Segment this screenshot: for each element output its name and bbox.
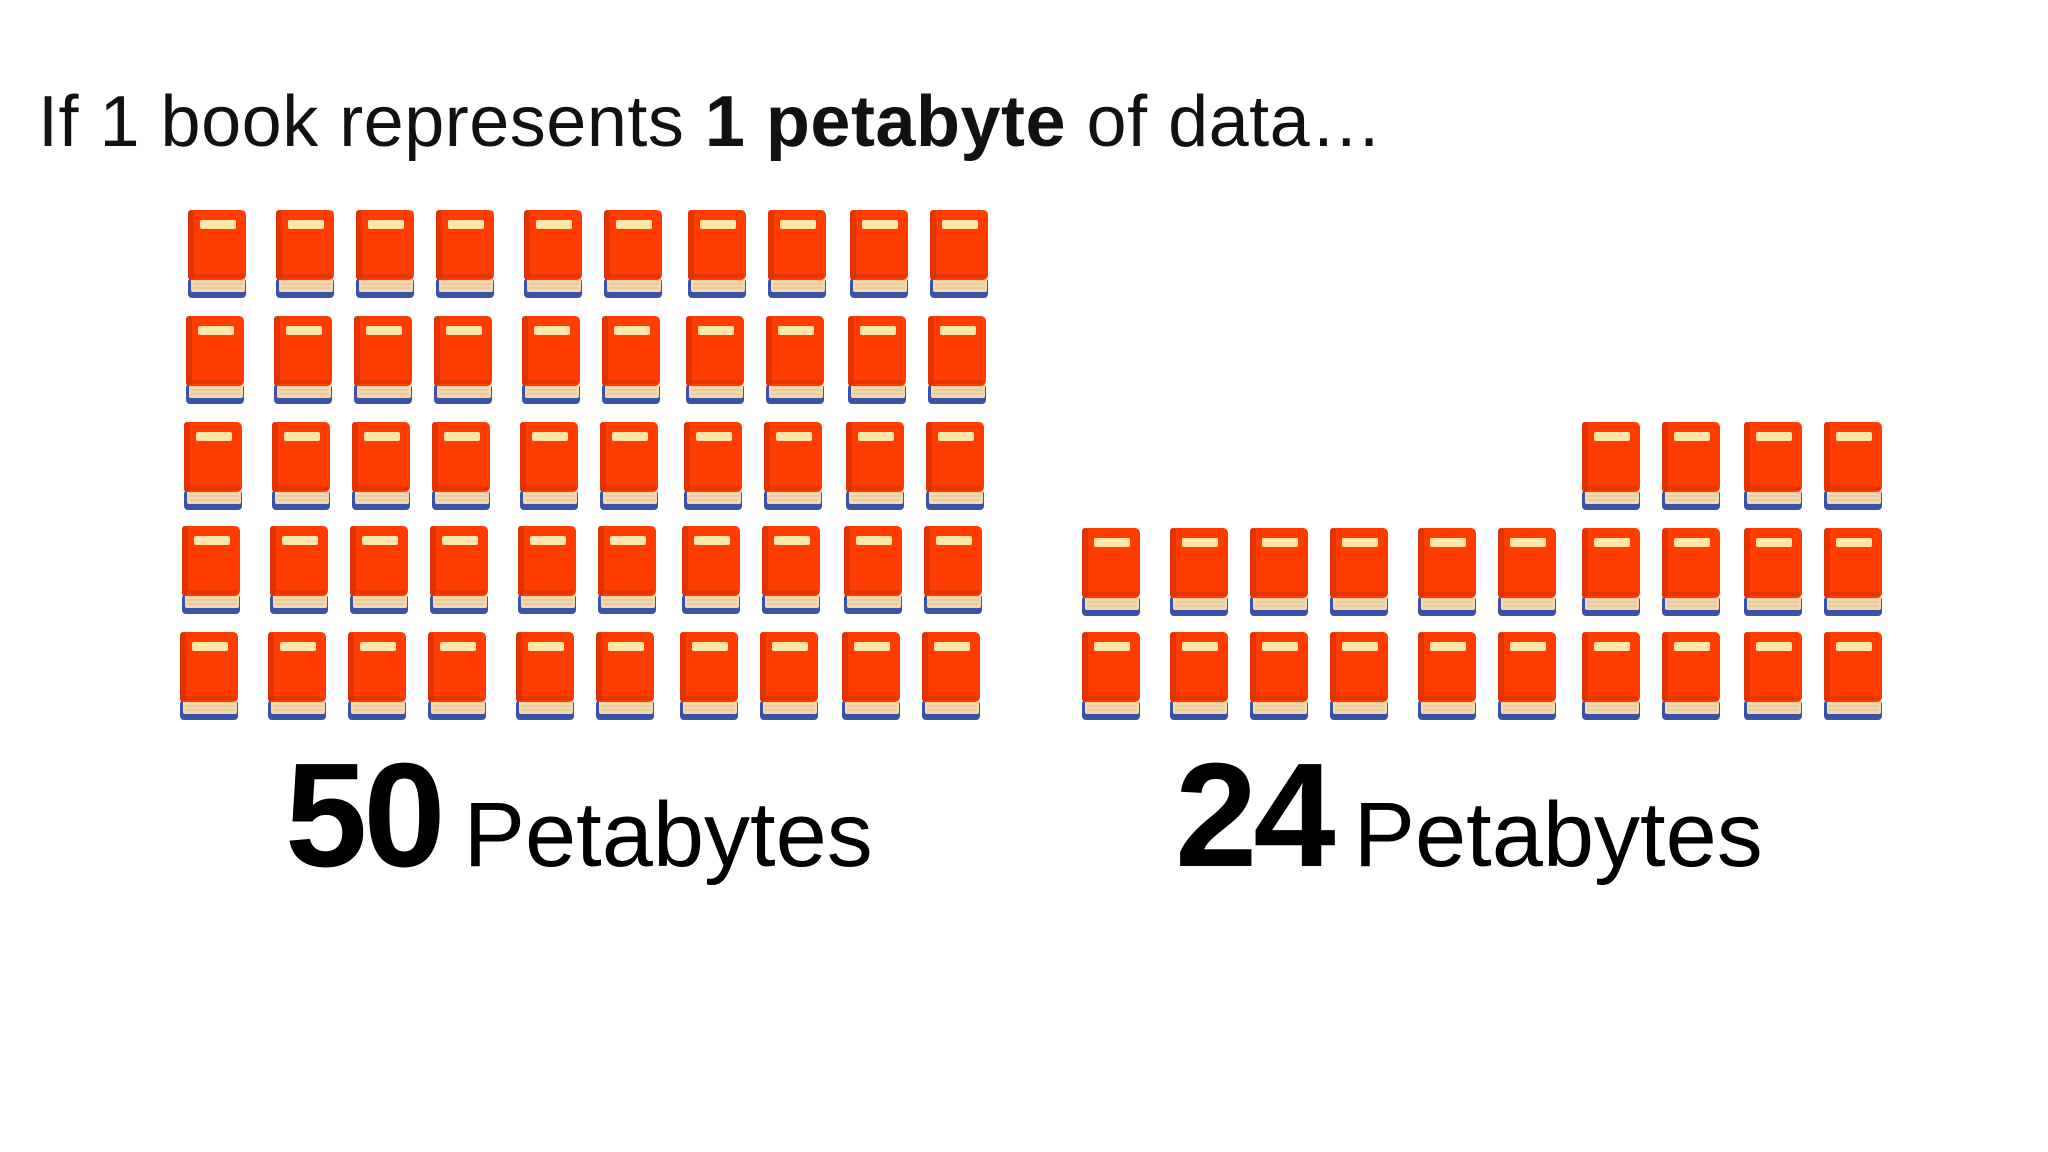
book-icon <box>1168 630 1230 722</box>
book-icon <box>1328 526 1390 618</box>
book-icon <box>1496 526 1558 618</box>
book-icon <box>1416 526 1478 618</box>
book-icon <box>764 314 826 406</box>
book-icon <box>680 524 742 616</box>
book-icon <box>760 524 822 616</box>
book-icon <box>180 524 242 616</box>
book-icon <box>596 524 658 616</box>
book-icon <box>522 208 584 300</box>
book-icon <box>184 314 246 406</box>
book-icon <box>1080 630 1142 722</box>
label-number: 24 <box>1175 733 1336 898</box>
book-icon <box>1168 526 1230 618</box>
book-icon <box>758 630 820 722</box>
book-icon <box>922 524 984 616</box>
headline: If 1 book represents 1 petabyte of data… <box>38 72 1383 172</box>
book-icon <box>432 314 494 406</box>
book-icon <box>842 524 904 616</box>
book-icon <box>268 524 330 616</box>
headline-bold: 1 petabyte <box>704 82 1067 162</box>
book-icon <box>926 314 988 406</box>
book-icon <box>846 314 908 406</box>
book-icon <box>600 314 662 406</box>
book-icon <box>682 420 744 512</box>
book-icon <box>766 208 828 300</box>
book-icon <box>602 208 664 300</box>
book-stack-24 <box>1080 420 1882 730</box>
book-icon <box>346 630 408 722</box>
book-icon <box>1742 630 1804 722</box>
book-icon <box>428 524 490 616</box>
book-icon <box>678 630 740 722</box>
book-icon <box>348 524 410 616</box>
book-icon <box>1660 420 1722 512</box>
book-icon <box>840 630 902 722</box>
label-unit: Petabytes <box>1353 784 1763 886</box>
book-stack-50 <box>180 208 988 728</box>
headline-suffix: of data… <box>1066 82 1383 162</box>
book-icon <box>1822 526 1884 618</box>
book-icon <box>1580 630 1642 722</box>
book-icon <box>1328 630 1390 722</box>
book-icon <box>1080 526 1142 618</box>
book-icon <box>1248 526 1310 618</box>
book-icon <box>920 630 982 722</box>
book-icon <box>1660 630 1722 722</box>
book-icon <box>1822 420 1884 512</box>
book-icon <box>762 420 824 512</box>
book-icon <box>272 314 334 406</box>
book-icon <box>1248 630 1310 722</box>
book-icon <box>1416 630 1478 722</box>
book-icon <box>514 630 576 722</box>
label-50-petabytes: 50 Petabytes <box>285 742 873 890</box>
book-icon <box>270 420 332 512</box>
headline-prefix: If 1 book represents <box>38 82 705 162</box>
book-icon <box>1580 420 1642 512</box>
book-icon <box>598 420 660 512</box>
book-icon <box>266 630 328 722</box>
book-icon <box>1580 526 1642 618</box>
book-icon <box>1496 630 1558 722</box>
label-unit: Petabytes <box>463 784 873 886</box>
book-icon <box>520 314 582 406</box>
book-icon <box>434 208 496 300</box>
book-icon <box>182 420 244 512</box>
book-icon <box>430 420 492 512</box>
book-icon <box>1742 420 1804 512</box>
label-number: 50 <box>285 733 446 898</box>
book-icon <box>426 630 488 722</box>
book-icon <box>1742 526 1804 618</box>
book-icon <box>848 208 910 300</box>
book-icon <box>686 208 748 300</box>
book-icon <box>354 208 416 300</box>
book-icon <box>924 420 986 512</box>
book-icon <box>1822 630 1884 722</box>
book-icon <box>178 630 240 722</box>
book-icon <box>186 208 248 300</box>
book-icon <box>516 524 578 616</box>
book-icon <box>350 420 412 512</box>
book-icon <box>518 420 580 512</box>
book-icon <box>352 314 414 406</box>
label-24-petabytes: 24 Petabytes <box>1175 742 1763 890</box>
book-icon <box>684 314 746 406</box>
book-icon <box>594 630 656 722</box>
book-icon <box>928 208 990 300</box>
book-icon <box>844 420 906 512</box>
book-icon <box>1660 526 1722 618</box>
book-icon <box>274 208 336 300</box>
